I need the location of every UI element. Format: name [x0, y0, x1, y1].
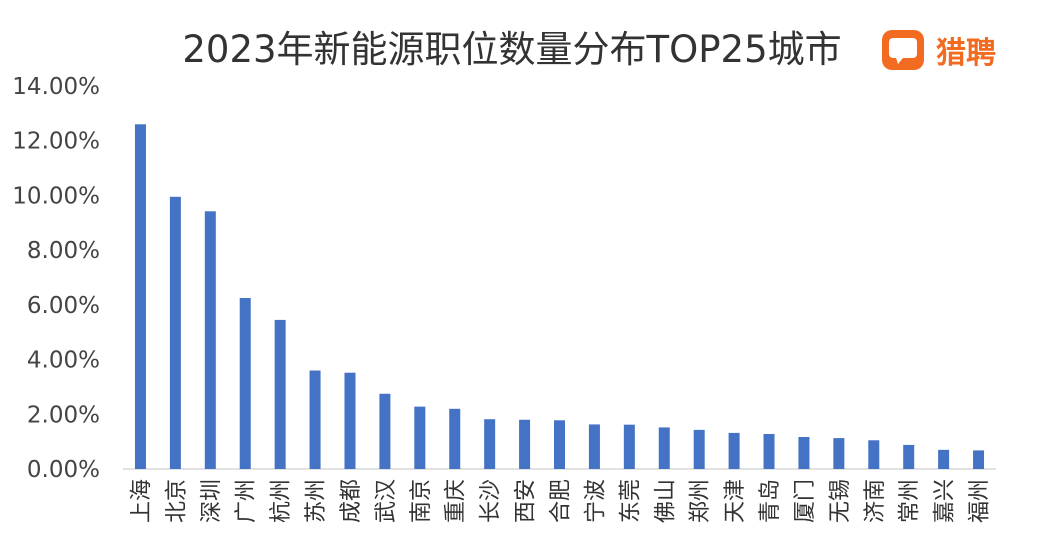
x-tick-label: 南京 [409, 479, 434, 523]
bars [134, 124, 985, 470]
x-tick-label: 嘉兴 [933, 479, 958, 523]
bar-成都 [344, 372, 356, 469]
x-tick-label: 郑州 [688, 479, 713, 523]
x-tick-label: 东莞 [618, 479, 643, 523]
bar-合肥 [554, 420, 565, 469]
logo-text: 猎聘 [936, 36, 996, 71]
bar-杭州 [274, 319, 286, 469]
x-tick-label: 北京 [164, 479, 189, 523]
x-tick-label: 上海 [129, 479, 154, 523]
brand-logo: 猎聘 [882, 30, 996, 71]
bar-武汉 [379, 393, 391, 469]
bar-青岛 [763, 433, 775, 469]
bar-深圳 [204, 211, 216, 469]
x-tick-label: 广州 [234, 479, 259, 523]
x-tick-label: 深圳 [199, 479, 224, 523]
y-tick-label: 12.00% [12, 129, 100, 155]
x-tick-label: 常州 [898, 479, 923, 523]
x-tick-label: 天津 [723, 479, 748, 523]
bar-郑州 [693, 429, 705, 469]
bar-天津 [728, 432, 740, 469]
y-tick-label: 10.00% [12, 183, 100, 209]
logo-speech-bubble [889, 38, 917, 58]
bar-长沙 [484, 419, 496, 469]
logo-bubble-tail [896, 58, 903, 64]
x-tick-label: 武汉 [374, 479, 399, 523]
x-tick-label: 成都 [339, 479, 364, 523]
x-tick-label: 长沙 [479, 479, 504, 523]
bar-广州 [239, 298, 251, 469]
bar-上海 [134, 124, 146, 470]
y-tick-label: 2.00% [27, 402, 100, 428]
y-tick-label: 8.00% [27, 238, 100, 264]
bar-嘉兴 [938, 449, 950, 469]
x-tick-label: 济南 [863, 479, 888, 523]
bar-常州 [903, 444, 915, 469]
x-tick-label: 福州 [968, 479, 993, 523]
bar-北京 [169, 196, 181, 469]
x-tick-label: 青岛 [758, 479, 783, 523]
bar-佛山 [658, 427, 670, 469]
bar-无锡 [833, 438, 845, 469]
y-tick-label: 6.00% [27, 293, 100, 319]
x-tick-label: 杭州 [269, 479, 294, 523]
chart-title: 2023年新能源职位数量分布TOP25城市 [182, 28, 841, 71]
x-tick-label: 重庆 [444, 479, 469, 523]
x-tick-label: 无锡 [828, 479, 853, 523]
bar-苏州 [309, 370, 321, 469]
bar-宁波 [588, 424, 600, 469]
bar-西安 [519, 419, 531, 469]
x-axis-labels: 上海 北京 深圳 广州 杭州 苏州 成都 武汉 南京 重庆 长沙 西安 合肥 宁波 东莞 佛山 郑州 天津 青岛 厦门… [129, 479, 992, 523]
bar-南京 [414, 406, 426, 469]
bar-东莞 [623, 424, 635, 469]
y-tick-label: 4.00% [27, 348, 100, 374]
bar-济南 [868, 440, 880, 469]
x-tick-label: 宁波 [583, 479, 608, 523]
x-tick-label: 西安 [514, 479, 539, 523]
bar-厦门 [798, 436, 810, 469]
x-tick-label: 佛山 [653, 479, 678, 523]
x-tick-label: 厦门 [793, 479, 818, 523]
bar-重庆 [449, 408, 461, 469]
y-tick-label: 14.00% [12, 74, 100, 100]
x-tick-label: 合肥 [549, 479, 574, 523]
x-tick-label: 苏州 [304, 479, 329, 523]
bar-福州 [973, 450, 985, 469]
y-axis: 0.00% 2.00% 4.00% 6.00% 8.00% 10.00% 12.00% 14.… [12, 74, 100, 483]
y-tick-label: 0.00% [27, 457, 100, 483]
